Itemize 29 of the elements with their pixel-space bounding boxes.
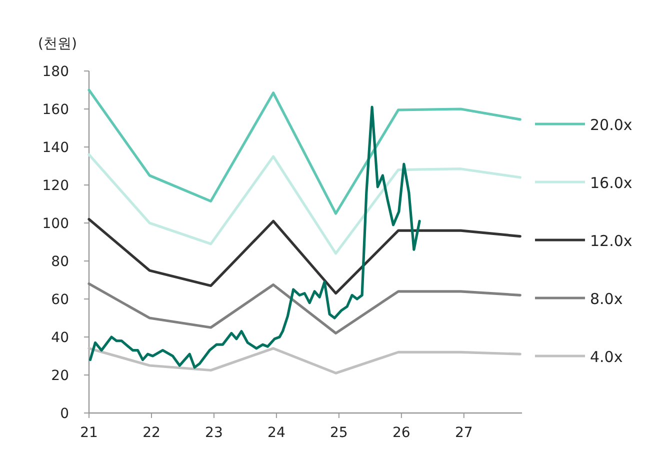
y-tick-label: 100 <box>42 216 69 232</box>
line-series <box>88 106 421 369</box>
y-tick-label: 160 <box>42 102 69 118</box>
x-tick-label: 21 <box>80 425 98 441</box>
x-tick-label: 25 <box>330 425 348 441</box>
legend-label: 4.0x <box>590 348 623 366</box>
y-tick-label: 20 <box>51 368 69 384</box>
x-tick-label: 24 <box>268 425 286 441</box>
line-series <box>88 347 522 374</box>
y-axis-title: (천원) <box>38 36 77 52</box>
y-tick-label: 80 <box>51 254 69 270</box>
y-tick-label: 140 <box>42 140 69 156</box>
legend-label: 12.0x <box>590 232 632 250</box>
x-tick-label: 23 <box>205 425 223 441</box>
line-series <box>88 218 522 295</box>
y-tick-label: 60 <box>51 292 69 308</box>
legend-label: 8.0x <box>590 290 623 308</box>
y-tick-label: 40 <box>51 330 69 346</box>
line-series <box>88 282 522 334</box>
y-tick-label: 120 <box>42 178 69 194</box>
legend-label: 16.0x <box>590 174 632 192</box>
y-tick-label: 0 <box>60 406 69 422</box>
x-tick-label: 22 <box>142 425 160 441</box>
legend-label: 20.0x <box>590 116 632 134</box>
x-tick-label: 26 <box>392 425 410 441</box>
y-tick-label: 180 <box>42 64 69 80</box>
line-series <box>88 153 522 255</box>
line-series <box>88 88 522 215</box>
x-tick-label: 27 <box>454 425 473 441</box>
